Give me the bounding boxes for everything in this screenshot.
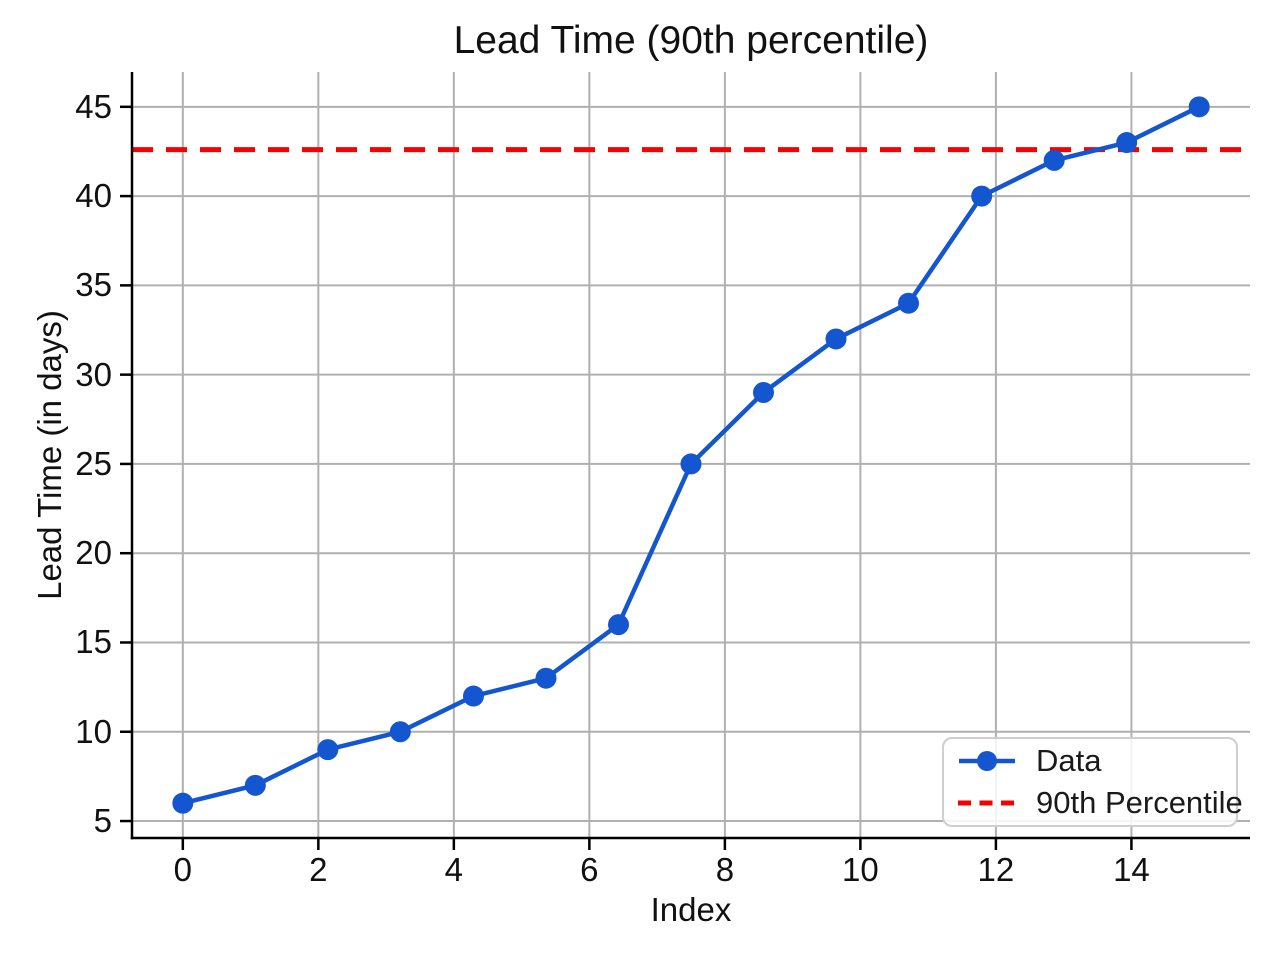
y-tick-label: 40	[75, 177, 112, 215]
y-tick-label: 35	[75, 266, 112, 304]
x-tick-label: 6	[580, 851, 599, 888]
data-point-marker	[462, 685, 484, 707]
data-point-marker	[317, 739, 339, 761]
x-tick-label: 4	[444, 851, 464, 888]
x-tick-label: 8	[715, 851, 735, 888]
data-point-marker	[753, 382, 775, 404]
x-tick-label: 12	[977, 851, 1015, 888]
data-point-marker	[1116, 132, 1138, 154]
data-point-marker	[1043, 149, 1065, 171]
legend-item-percentile: 90th Percentile	[956, 785, 1243, 821]
legend-label-data: Data	[1036, 743, 1102, 778]
legend-label-percentile: 90th Percentile	[1036, 785, 1243, 820]
x-tick-label: 0	[173, 851, 192, 888]
data-point-marker	[607, 614, 629, 636]
data-point-marker	[971, 185, 993, 207]
x-tick-label: 14	[1113, 851, 1150, 888]
legend: Data 90th Percentile	[942, 737, 1243, 827]
x-axis-label: Index	[650, 891, 732, 928]
x-tick-label: 10	[842, 851, 879, 888]
y-tick-label: 15	[75, 623, 112, 661]
y-tick-label: 5	[93, 802, 112, 840]
y-tick-label: 10	[75, 712, 112, 750]
y-tick-label: 20	[75, 534, 112, 572]
y-tick-label: 25	[75, 444, 112, 482]
y-tick-label: 30	[75, 355, 112, 393]
data-series-swatch-icon	[959, 751, 1015, 771]
data-point-marker	[535, 667, 557, 689]
data-point-marker	[389, 721, 411, 743]
data-point-marker	[172, 792, 194, 814]
percentile-swatch-icon	[958, 800, 1016, 806]
data-point-marker	[1188, 96, 1210, 118]
data-point-marker	[244, 774, 266, 796]
x-tick-label: 2	[309, 851, 328, 888]
legend-item-data: Data	[956, 743, 1224, 779]
y-tick-label: 45	[75, 87, 112, 125]
data-point-marker	[898, 292, 920, 314]
data-point-marker	[680, 453, 702, 475]
chart-title: Lead Time (90th percentile)	[453, 19, 929, 62]
data-point-marker	[825, 328, 847, 350]
